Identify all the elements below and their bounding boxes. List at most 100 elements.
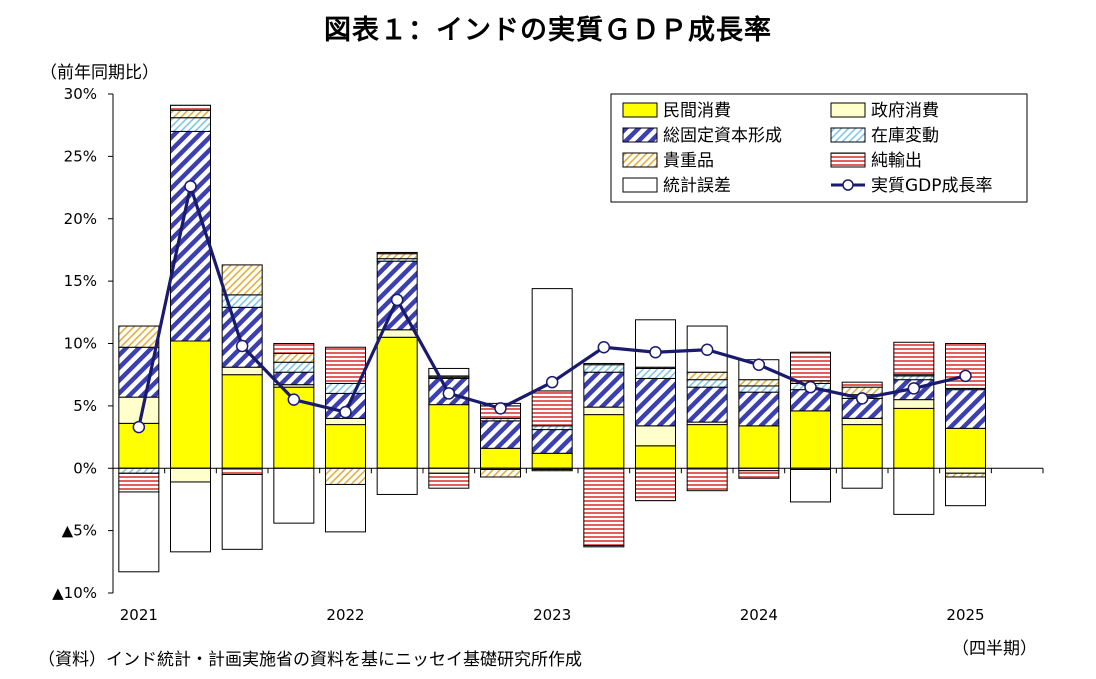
- y-tick-label: 0%: [73, 459, 97, 477]
- bar-segment-gfcf: [686, 386, 728, 423]
- legend-swatch-private_consumption: [622, 102, 658, 118]
- y-tick-label: 15%: [64, 272, 97, 290]
- gdp-growth-point: [287, 393, 301, 406]
- x-axis-unit-label: （四半期）: [952, 639, 1037, 659]
- bar-segment-private_consumption: [325, 424, 366, 469]
- bar-segment-net_exports: [325, 346, 366, 384]
- bar-segment-valuables: [531, 468, 573, 472]
- bar-segment-valuables: [480, 468, 521, 478]
- bar-segment-private_consumption: [376, 336, 418, 469]
- bar-segment-government_consumption: [428, 467, 470, 474]
- gdp-growth-point: [184, 180, 197, 193]
- legend-swatch-discrepancy: [622, 177, 658, 193]
- bar-segment-government_consumption: [841, 417, 883, 426]
- y-axis-unit-label: （前年同期比）: [40, 63, 159, 83]
- bar-segment-inventory: [170, 117, 211, 132]
- x-tick-label: 2022: [326, 606, 364, 624]
- bar-segment-net_exports: [221, 467, 263, 475]
- bar-segment-private_consumption: [221, 374, 263, 469]
- bar-segment-private_consumption: [531, 452, 573, 469]
- bar-segment-private_consumption: [738, 425, 780, 469]
- gdp-growth-point: [649, 345, 662, 359]
- bar-segment-discrepancy: [893, 467, 935, 515]
- bar-segment-discrepancy: [170, 481, 211, 553]
- x-tick-label: 2025: [946, 606, 984, 624]
- bar-segment-discrepancy: [325, 483, 366, 533]
- legend-swatch-valuables: [622, 152, 658, 168]
- bar-segment-inventory: [273, 361, 315, 373]
- gdp-growth-point: [752, 358, 766, 371]
- bar-segment-inventory: [893, 375, 935, 381]
- bar-segment-inventory: [531, 425, 573, 431]
- legend-box: [610, 93, 1028, 203]
- bar-segment-net_exports: [945, 343, 986, 389]
- bar-segment-valuables: [273, 352, 315, 363]
- bar-segment-net_exports: [738, 470, 780, 479]
- gdp-growth-point: [959, 369, 972, 383]
- chart-title: 図表１：インドの実質ＧＤＰ成長率: [324, 15, 772, 46]
- legend-swatch-government_consumption: [830, 102, 866, 118]
- bar-segment-gfcf: [583, 371, 625, 408]
- bar-segment-private_consumption: [893, 407, 935, 469]
- gdp-line-layer: [132, 180, 972, 434]
- bar-segment-inventory: [635, 367, 676, 379]
- bar-segment-government_consumption: [583, 406, 625, 416]
- bar-segment-private_consumption: [686, 424, 728, 469]
- bar-segment-net_exports: [428, 472, 470, 489]
- bar-segment-government_consumption: [170, 467, 211, 483]
- bar-segment-discrepancy: [945, 476, 986, 507]
- gdp-growth-point: [235, 339, 249, 353]
- x-tick-label: 2021: [120, 606, 158, 624]
- gdp-growth-point: [494, 402, 507, 415]
- legend-swatch-inventory: [830, 127, 866, 143]
- y-tick-label: 25%: [64, 147, 97, 165]
- bar-segment-private_consumption: [945, 427, 986, 469]
- bar-segment-net_exports: [583, 467, 625, 547]
- legend-swatch-net_exports: [830, 152, 866, 168]
- legend-label-valuables: 貴重品: [663, 151, 714, 171]
- bar-segment-gfcf: [635, 377, 676, 427]
- bar-segment-net_exports: [273, 343, 315, 354]
- gdp-growth-point: [855, 392, 869, 405]
- bar-segment-net_exports: [635, 467, 676, 502]
- gdp-growth-point: [700, 343, 714, 356]
- bar-segment-discrepancy: [841, 467, 883, 489]
- bars-layer: [118, 104, 986, 573]
- bar-segment-government_consumption: [118, 396, 160, 424]
- bar-segment-valuables: [686, 371, 728, 381]
- bar-segment-government_consumption: [635, 425, 676, 447]
- bar-segment-private_consumption: [428, 404, 470, 469]
- gdp-growth-point: [442, 387, 456, 400]
- bar-segment-discrepancy: [790, 468, 831, 503]
- y-tick-label: 20%: [64, 210, 97, 228]
- bar-segment-discrepancy: [221, 473, 263, 550]
- bar-segment-discrepancy: [531, 288, 573, 392]
- bar-segment-valuables: [945, 472, 986, 478]
- legend-label-government_consumption: 政府消費: [871, 101, 939, 121]
- bar-segment-valuables: [221, 264, 263, 296]
- legend-label-net_exports: 純輸出: [871, 151, 922, 171]
- legend-label-gfcf: 総固定資本形成: [663, 126, 782, 146]
- bar-segment-valuables: [583, 362, 625, 366]
- bar-segment-net_exports: [893, 341, 935, 376]
- bar-segment-net_exports: [686, 467, 728, 492]
- bar-segment-gfcf: [221, 306, 263, 368]
- gdp-growth-point: [545, 375, 559, 389]
- bar-segment-private_consumption: [790, 410, 831, 469]
- bar-segment-valuables: [738, 379, 780, 387]
- legend-swatch-gfcf: [622, 127, 658, 143]
- bar-segment-private_consumption: [170, 340, 211, 469]
- legend-label-gdp: 実質GDP成長率: [871, 176, 993, 196]
- bar-segment-net_exports: [790, 351, 831, 382]
- x-tick-label: 2023: [533, 606, 571, 624]
- bar-segment-government_consumption: [325, 417, 366, 426]
- gdp-growth-point: [390, 293, 404, 307]
- bar-segment-government_consumption: [221, 366, 263, 376]
- bar-segment-gfcf: [170, 130, 211, 342]
- bar-segment-net_exports: [376, 251, 418, 255]
- bar-segment-gfcf: [945, 389, 986, 429]
- legend-swatch-gdp-marker: [842, 179, 854, 191]
- gdp-growth-point: [804, 380, 817, 394]
- gdp-growth-point: [597, 340, 611, 354]
